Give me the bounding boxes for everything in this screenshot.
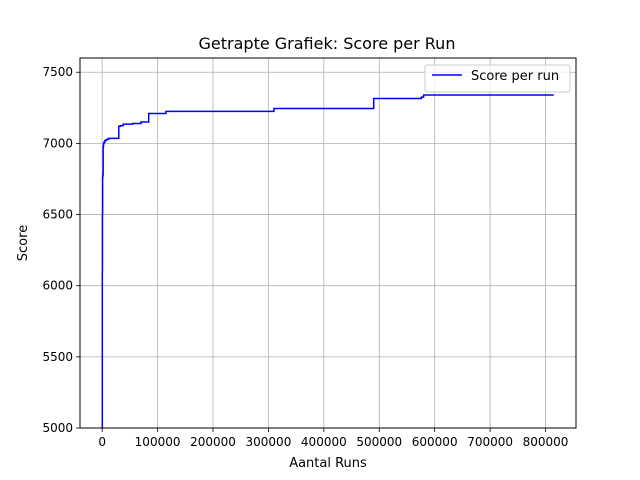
axis-ticks: 0 100000 200000 300000 400000 500000 600000 700…	[42, 65, 568, 449]
x-tick-label: 600000	[412, 435, 458, 449]
y-tick-label: 6500	[42, 208, 73, 222]
plot-frame	[79, 57, 577, 429]
series-layer	[101, 94, 554, 429]
x-tick-label: 100000	[135, 435, 181, 449]
y-tick-label: 6000	[42, 279, 73, 293]
x-tick-label: 800000	[523, 435, 569, 449]
x-tick-label: 700000	[467, 435, 513, 449]
x-axis-label: Aantal Runs	[289, 456, 367, 471]
legend-label: Score per run	[471, 69, 559, 84]
y-axis-label: Score	[16, 225, 31, 261]
legend-box	[424, 64, 571, 93]
x-tick-label: 300000	[246, 435, 292, 449]
series-line-score-per-run	[101, 94, 554, 429]
legend: Score per run	[424, 64, 571, 93]
chart-title: Getrapte Grafiek: Score per Run	[199, 34, 456, 53]
y-tick-label: 5000	[42, 421, 73, 435]
y-tick-label: 5500	[42, 350, 73, 364]
x-tick-label: 500000	[356, 435, 402, 449]
x-tick-label: 200000	[190, 435, 236, 449]
x-tick-label: 400000	[301, 435, 347, 449]
y-tick-label: 7000	[42, 136, 73, 150]
x-tick-label: 0	[98, 435, 106, 449]
y-tick-label: 7500	[42, 65, 73, 79]
